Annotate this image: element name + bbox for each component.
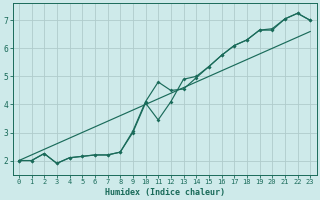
X-axis label: Humidex (Indice chaleur): Humidex (Indice chaleur)	[105, 188, 225, 197]
